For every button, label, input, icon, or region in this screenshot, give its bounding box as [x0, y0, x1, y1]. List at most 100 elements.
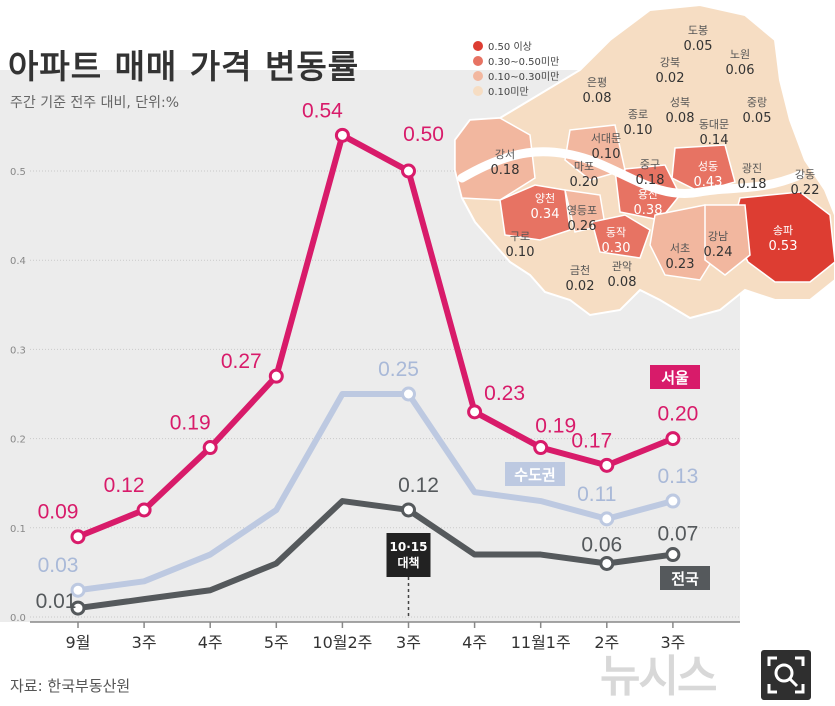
seoul-value-label: 0.20	[657, 403, 698, 426]
annotation-text: 대책	[397, 555, 419, 570]
district-name: 광진	[742, 162, 762, 175]
district-value: 0.05	[743, 111, 772, 126]
seoul-point	[467, 404, 483, 420]
seoul-point	[334, 127, 350, 143]
national-point	[599, 555, 615, 571]
series-lines	[76, 132, 675, 612]
district-value: 0.38	[634, 203, 663, 218]
legend-swatch	[473, 41, 483, 51]
seoul-line	[76, 132, 675, 540]
capital-point	[665, 493, 681, 509]
capital-value-label: 0.03	[38, 554, 79, 577]
y-tick-label: 0.1	[10, 524, 26, 535]
district-name: 강서	[495, 148, 515, 161]
district-name: 금천	[570, 263, 590, 277]
district-value: 0.10	[592, 147, 621, 162]
national-value-label: 0.01	[36, 590, 77, 613]
seoul-value-label: 0.27	[221, 350, 262, 373]
map-region-gangnam	[704, 204, 751, 276]
national-value-label: 0.12	[398, 474, 439, 497]
district-value: 0.02	[656, 71, 685, 86]
district-value: 0.08	[608, 275, 637, 290]
seoul-point	[70, 529, 86, 545]
y-tick-label: 0.5	[10, 167, 26, 178]
district-value: 0.08	[666, 111, 695, 126]
annotation-box	[386, 533, 431, 577]
district-name: 용산	[638, 188, 658, 201]
legend-label: 0.10~0.30미만	[488, 71, 559, 83]
capital-legend-label: 수도권	[514, 466, 555, 484]
district-value: 0.53	[769, 239, 798, 254]
seoul-point	[202, 440, 218, 456]
district-value: 0.24	[704, 245, 733, 260]
y-tick-label: 0.0	[10, 613, 26, 624]
district-name: 동작	[606, 226, 626, 239]
x-tick-label: 3주	[396, 633, 421, 652]
district-value: 0.10	[624, 123, 653, 138]
seoul-value-label: 0.09	[38, 501, 79, 524]
seoul-legend-label: 서울	[661, 369, 689, 387]
district-value: 0.06	[726, 63, 755, 78]
district-name: 강동	[795, 168, 815, 181]
capital-line	[77, 391, 674, 594]
district-value: 0.14	[700, 133, 729, 148]
seoul-value-label: 0.19	[535, 415, 576, 438]
x-tick-label: 3주	[660, 633, 685, 652]
district-value: 0.18	[491, 163, 520, 178]
district-name: 성북	[670, 96, 690, 109]
district-value: 0.18	[738, 177, 767, 192]
district-value: 0.18	[636, 173, 665, 188]
district-name: 중랑	[747, 96, 767, 109]
national-point	[70, 600, 86, 616]
district-value: 0.43	[694, 175, 723, 190]
x-axis: 9월 3주 4주 5주 10월2주 3주 4주 11월1주 2주 3주	[30, 621, 740, 652]
district-name: 서초	[670, 242, 690, 255]
map-labels: 도봉 0.05 강북 0.02 노원 0.06 은평 0.08 성북 0.08 중랑 0.05 종로 0.…	[491, 24, 820, 294]
district-name: 양천	[535, 191, 555, 205]
capital-point	[70, 582, 86, 598]
seoul-value-label: 0.23	[484, 382, 525, 405]
district-name: 도봉	[688, 24, 708, 37]
capital-value-label: 0.11	[577, 483, 616, 506]
seoul-value-label: 0.54	[302, 99, 343, 122]
capital-point	[599, 511, 615, 527]
legend-label: 0.10미만	[488, 86, 529, 98]
seoul-district-map	[454, 3, 835, 320]
district-name: 노원	[730, 48, 750, 61]
district-name: 종로	[628, 108, 648, 121]
district-name: 중구	[640, 158, 660, 171]
seoul-value-label: 0.17	[571, 429, 612, 452]
chart-subtitle: 주간 기준 전주 대비, 단위:%	[10, 95, 180, 111]
district-name: 마포	[574, 160, 594, 173]
x-tick-label: 10월2주	[312, 633, 372, 652]
watermark-logo: 뉴시스	[600, 651, 717, 702]
district-value: 0.20	[570, 175, 599, 190]
seoul-point	[401, 163, 416, 179]
annotation-text: 10·15	[390, 540, 428, 554]
map-legend: 0.50 이상 0.30~0.50미만 0.10~0.30미만 0.10미만	[473, 41, 559, 98]
district-value: 0.30	[602, 241, 631, 256]
national-value-label: 0.06	[581, 533, 622, 556]
seoul-point	[533, 440, 549, 456]
district-value: 0.05	[684, 39, 713, 54]
value-labels: 0.090.120.190.270.540.500.230.190.170.20…	[36, 99, 699, 613]
district-name: 서대문	[591, 132, 621, 145]
x-tick-label: 4주	[198, 633, 223, 652]
series-points	[70, 127, 681, 616]
x-tick-label: 9월	[66, 633, 91, 652]
source-note: 자료: 한국부동산원	[10, 677, 131, 695]
capital-value-label: 0.25	[378, 358, 419, 381]
y-tick-label: 0.3	[10, 345, 26, 356]
chart-title: 아파트 매매 가격 변동률	[8, 47, 360, 86]
seoul-point	[665, 431, 681, 447]
zoom-button[interactable]	[761, 650, 811, 700]
legend-swatch	[473, 86, 483, 96]
district-name: 영등포	[567, 204, 597, 217]
map-region-dongjak	[591, 214, 651, 259]
district-name: 관악	[612, 260, 632, 273]
district-value: 0.23	[666, 257, 695, 272]
y-tick-label: 0.4	[10, 256, 26, 267]
district-value: 0.02	[566, 279, 595, 294]
capital-point	[401, 386, 416, 402]
